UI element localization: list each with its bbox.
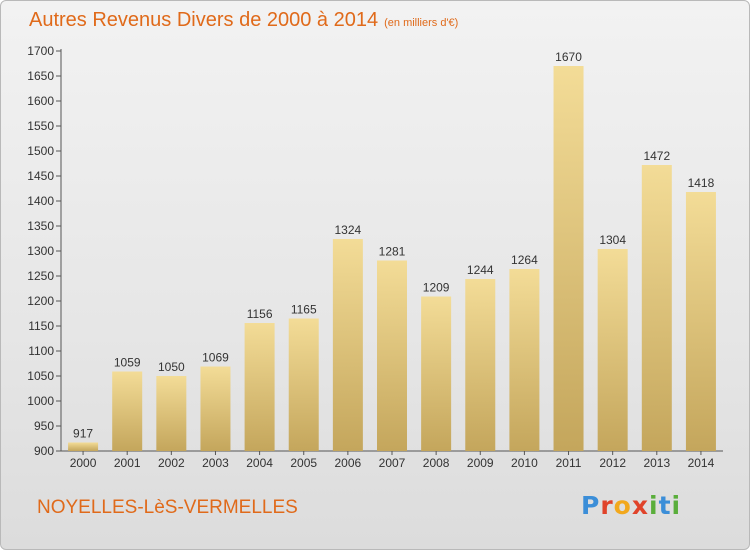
y-tick-label: 1100 [28,344,54,358]
logo-letter: P [581,491,601,520]
bar [68,442,99,451]
y-tick-label: 1050 [27,369,54,383]
y-tick-label: 1250 [27,269,54,283]
y-tick-label: 1500 [27,144,54,158]
y-tick-label: 1650 [27,69,54,83]
x-tick-label: 2000 [70,456,97,470]
x-tick-label: 2004 [246,456,273,470]
data-label: 1670 [555,50,582,64]
bar [288,318,319,451]
data-label: 1209 [423,281,450,295]
chart-subtitle: (en milliers d'€) [384,17,459,29]
data-label: 1324 [335,223,362,237]
logo-letter: r [600,491,614,520]
y-tick-label: 900 [34,444,54,458]
bar [200,366,231,451]
x-tick-label: 2008 [423,456,450,470]
bar [112,371,143,451]
data-label: 917 [73,427,93,441]
logo-letter: i [671,491,682,520]
data-label: 1304 [599,233,626,247]
data-label: 1418 [688,176,715,190]
data-label: 1264 [511,253,538,267]
y-tick-label: 1400 [27,194,54,208]
data-label: 1244 [467,263,494,277]
x-tick-label: 2005 [290,456,317,470]
data-labels: 917 1059 1050 1069 1156 1165 1324 1281 1209 1244 1… [73,50,715,441]
x-tick-label: 2007 [379,456,406,470]
data-label: 1281 [379,245,406,259]
data-label: 1472 [643,149,670,163]
x-tick-label: 2002 [158,456,185,470]
data-label: 1165 [291,303,317,317]
bar [685,192,716,451]
proxiti-logo: Proxiti [581,491,681,520]
bar [156,376,187,451]
logo-letter: i [649,491,659,520]
y-tick-label: 950 [34,419,54,433]
data-label: 1156 [247,307,273,321]
bar [553,66,584,451]
data-label: 1050 [158,360,185,374]
x-tick-label: 2001 [114,456,141,470]
place-name: NOYELLES-LèS-VERMELLES [37,497,298,518]
x-tick-label: 2010 [511,456,538,470]
chart-title: Autres Revenus Divers de 2000 à 2014 (en … [29,9,458,32]
bar [597,249,628,451]
x-tick-label: 2006 [335,456,362,470]
x-tick-label: 2011 [556,456,582,470]
y-tick-label: 1150 [28,319,54,333]
bar [244,323,275,451]
x-tick-label: 2003 [202,456,229,470]
bar [421,296,452,451]
x-tick-label: 2013 [643,456,670,470]
x-tick-label: 2009 [467,456,494,470]
bars [68,66,716,451]
data-label: 1059 [114,356,141,370]
x-tick-label: 2014 [688,456,715,470]
logo-letter: o [613,491,632,520]
logo-letter: t [658,491,672,520]
y-tick-label: 1600 [27,94,54,108]
bar [332,239,363,451]
y-tick-label: 1000 [27,394,54,408]
y-tick-label: 1350 [27,219,54,233]
y-tick-label: 1450 [27,169,54,183]
y-tick-label: 1200 [27,294,54,308]
chart-title-text: Autres Revenus Divers de 2000 à 2014 [29,9,379,31]
y-tick-label: 1700 [27,44,54,58]
x-tick-label: 2012 [599,456,626,470]
bar [465,279,496,451]
bar [641,165,672,451]
data-label: 1069 [202,351,229,365]
bar [377,260,407,451]
y-tick-label: 1300 [27,244,54,258]
y-tick-label: 1550 [27,119,54,133]
bar [509,269,540,451]
logo-letter: x [631,491,649,520]
